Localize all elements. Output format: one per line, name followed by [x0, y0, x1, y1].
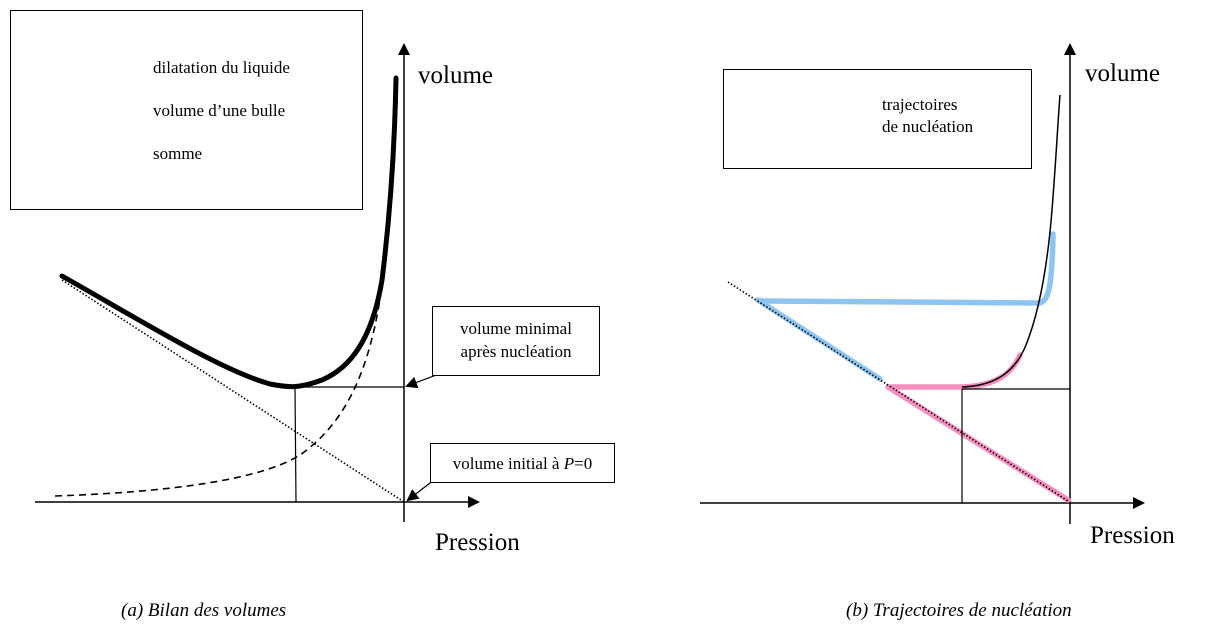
panel-b-sum-curve: [961, 94, 1061, 388]
panel-a-legend: [10, 10, 363, 210]
panel-b-y-axis-label: volume: [1085, 60, 1160, 87]
panel-a-liquid-dilation-curve: [61, 279, 405, 503]
legend-label-sum: somme: [153, 144, 203, 163]
panel-a-min-vertical-guide: [294, 386, 297, 503]
panel-a-sum-curve: [59, 75, 399, 390]
panel-a-y-axis-label: volume: [418, 62, 493, 89]
panel-a-callout-min-volume: volume minimal après nucléation: [432, 306, 600, 376]
panel-b-blue-plateau-path: [757, 231, 1056, 306]
legend-label-liquid-dilation: dilatation du liquide: [153, 58, 290, 77]
panel-b-liquid-dilation-curve: [727, 281, 1069, 502]
panel-a-callout-init-volume: volume initial à P=0: [430, 443, 615, 483]
panel-b-blue-liquid-path: [755, 297, 883, 382]
panel-a-caption: (a) Bilan des volumes: [121, 600, 287, 621]
legend-label-nucleation-1: trajectoires: [882, 95, 958, 114]
panel-b-legend: [723, 69, 1032, 169]
panel-b-x-axis-label: Pression: [1090, 522, 1175, 549]
callout-min-line1: volume minimal: [460, 319, 572, 338]
panel-b-pink-plateau-path: [887, 352, 1023, 390]
panel-a-x-axis-label: Pression: [435, 529, 520, 556]
panel-b-caption: (b) Trajectoires de nucléation: [846, 600, 1072, 621]
callout-init-value: =0: [574, 454, 593, 473]
legend-label-bubble-volume: volume d’une bulle: [153, 101, 286, 120]
callout-init-var: P: [563, 454, 575, 473]
callout-min-line2: après nucléation: [460, 342, 572, 361]
legend-label-nucleation-2: de nucléation: [882, 117, 974, 136]
callout-init-text: volume initial à: [452, 454, 564, 473]
